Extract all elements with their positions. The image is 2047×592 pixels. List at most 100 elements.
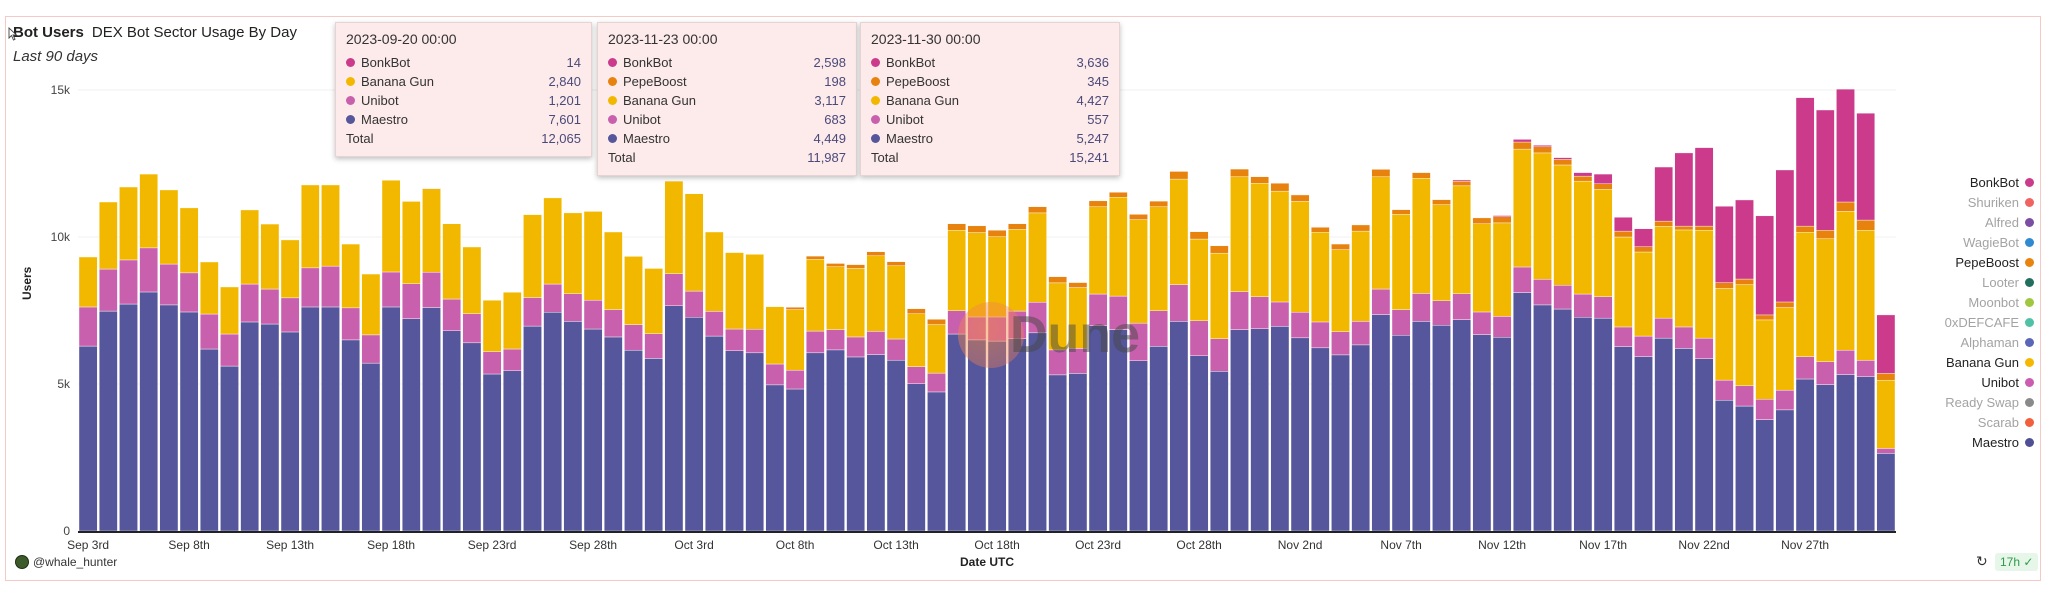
bar-segment-banana-gun[interactable]	[1876, 379, 1896, 449]
bar-segment-bonkbot[interactable]	[1876, 314, 1896, 374]
bar-segment-maestro[interactable]	[886, 359, 906, 532]
bar-segment-banana-gun[interactable]	[947, 230, 966, 311]
bar-segment-maestro[interactable]	[967, 339, 987, 532]
bar-segment-pepeboost[interactable]	[1129, 214, 1148, 220]
bar-segment-bonkbot[interactable]	[1634, 228, 1653, 247]
bar-segment-banana-gun[interactable]	[846, 268, 865, 338]
legend-item[interactable]: Ready Swap	[1945, 392, 2034, 412]
bar-segment-banana-gun[interactable]	[1512, 148, 1532, 268]
bar-segment-pepeboost[interactable]	[1048, 276, 1067, 284]
bar-segment-banana-gun[interactable]	[967, 232, 987, 318]
bar-segment-unibot[interactable]	[543, 283, 562, 313]
bar-segment-pepeboost[interactable]	[1008, 223, 1027, 230]
bar-segment-maestro[interactable]	[583, 328, 603, 532]
bar-segment-maestro[interactable]	[826, 349, 845, 532]
bar-segment-unibot[interactable]	[1108, 295, 1128, 330]
bar-segment-unibot[interactable]	[139, 247, 159, 293]
bar-segment-maestro[interactable]	[422, 307, 441, 532]
bar-segment-maestro[interactable]	[907, 383, 926, 532]
bar-segment-maestro[interactable]	[260, 323, 280, 532]
bar-segment-unibot[interactable]	[1371, 288, 1391, 315]
bar-segment-pepeboost[interactable]	[1250, 176, 1269, 184]
bar-segment-banana-gun[interactable]	[1250, 182, 1269, 297]
bar-segment-maestro[interactable]	[1149, 346, 1168, 532]
bar-segment-unibot[interactable]	[1048, 349, 1067, 376]
bar-segment-unibot[interactable]	[583, 300, 603, 330]
bar-segment-banana-gun[interactable]	[503, 292, 522, 350]
bar-segment-unibot[interactable]	[1209, 338, 1229, 372]
bar-segment-maestro[interactable]	[1129, 360, 1148, 532]
bar-segment-maestro[interactable]	[381, 306, 401, 532]
bar-segment-pepeboost[interactable]	[1775, 301, 1795, 308]
bar-segment-maestro[interactable]	[159, 304, 179, 532]
bar-segment-maestro[interactable]	[1371, 314, 1391, 532]
bar-segment-unibot[interactable]	[907, 366, 926, 384]
bar-segment-pepeboost[interactable]	[826, 263, 845, 267]
bar-segment-banana-gun[interactable]	[604, 231, 623, 310]
legend-item[interactable]: PepeBoost	[1945, 252, 2034, 272]
bar-segment-maestro[interactable]	[1795, 378, 1815, 532]
bar-segment-banana-gun[interactable]	[462, 246, 482, 314]
bar-segment-banana-gun[interactable]	[1836, 211, 1855, 351]
legend-item[interactable]: Scarab	[1945, 412, 2034, 432]
bar-segment-maestro[interactable]	[1189, 355, 1209, 532]
bar-segment-pepeboost[interactable]	[1290, 194, 1310, 202]
bar-segment-unibot[interactable]	[1714, 379, 1734, 401]
bar-segment-unibot[interactable]	[381, 271, 401, 308]
bar-segment-unibot[interactable]	[119, 259, 138, 305]
bar-segment-banana-gun[interactable]	[806, 259, 825, 332]
bar-segment-maestro[interactable]	[1230, 329, 1249, 532]
bar-segment-unibot[interactable]	[523, 297, 542, 327]
bar-segment-pepeboost[interactable]	[1593, 183, 1613, 190]
bar-segment-pepeboost[interactable]	[1856, 219, 1875, 231]
bar-segment-maestro[interactable]	[765, 384, 785, 532]
bar-segment-banana-gun[interactable]	[1310, 232, 1330, 323]
bar-segment-banana-gun[interactable]	[1209, 252, 1229, 339]
bar-segment-unibot[interactable]	[1775, 389, 1795, 411]
bar-segment-unibot[interactable]	[684, 290, 704, 318]
bar-segment-unibot[interactable]	[947, 310, 966, 335]
bar-segment-banana-gun[interactable]	[1795, 232, 1815, 357]
bar-segment-bonkbot[interactable]	[1512, 139, 1532, 143]
bar-segment-banana-gun[interactable]	[765, 306, 785, 365]
bar-segment-pepeboost[interactable]	[1452, 180, 1471, 187]
bar-segment-maestro[interactable]	[1694, 358, 1714, 532]
bar-segment-pepeboost[interactable]	[785, 307, 805, 310]
bar-segment-unibot[interactable]	[422, 272, 441, 308]
bar-segment-unibot[interactable]	[341, 307, 361, 341]
bar-segment-banana-gun[interactable]	[1391, 214, 1411, 310]
bar-segment-unibot[interactable]	[1836, 349, 1855, 375]
bar-segment-maestro[interactable]	[644, 358, 663, 532]
bar-segment-unibot[interactable]	[886, 338, 906, 361]
bar-segment-bonkbot[interactable]	[1836, 88, 1855, 203]
bar-segment-banana-gun[interactable]	[402, 201, 421, 284]
bar-segment-maestro[interactable]	[482, 373, 502, 532]
bar-segment-banana-gun[interactable]	[1593, 189, 1613, 297]
bar-segment-pepeboost[interactable]	[1876, 373, 1896, 381]
bar-segment-maestro[interactable]	[1432, 325, 1451, 532]
bar-segment-banana-gun[interactable]	[664, 180, 684, 274]
bar-segment-pepeboost[interactable]	[1371, 169, 1391, 177]
bar-segment-maestro[interactable]	[1856, 376, 1875, 532]
bar-segment-banana-gun[interactable]	[1189, 238, 1209, 321]
bar-segment-banana-gun[interactable]	[927, 324, 946, 374]
bar-segment-bonkbot[interactable]	[1775, 169, 1795, 303]
bar-segment-unibot[interactable]	[1452, 293, 1471, 320]
legend-item[interactable]: 0xDEFCAFE	[1945, 312, 2034, 332]
bar-segment-maestro[interactable]	[705, 335, 724, 532]
bar-segment-pepeboost[interactable]	[1028, 206, 1047, 214]
bar-segment-unibot[interactable]	[78, 306, 98, 347]
bar-segment-unibot[interactable]	[301, 267, 320, 308]
bar-segment-maestro[interactable]	[1270, 326, 1290, 532]
bar-segment-banana-gun[interactable]	[442, 223, 462, 300]
bar-segment-banana-gun[interactable]	[624, 256, 643, 325]
bar-segment-banana-gun[interactable]	[785, 309, 805, 371]
bar-segment-pepeboost[interactable]	[1391, 209, 1411, 215]
bar-segment-maestro[interactable]	[442, 330, 462, 532]
bar-segment-unibot[interactable]	[402, 283, 421, 319]
bar-segment-banana-gun[interactable]	[1674, 229, 1694, 328]
bar-segment-banana-gun[interactable]	[1230, 176, 1249, 292]
bar-segment-pepeboost[interactable]	[1573, 175, 1593, 182]
bar-segment-banana-gun[interactable]	[886, 265, 906, 340]
bar-segment-unibot[interactable]	[1230, 291, 1249, 330]
